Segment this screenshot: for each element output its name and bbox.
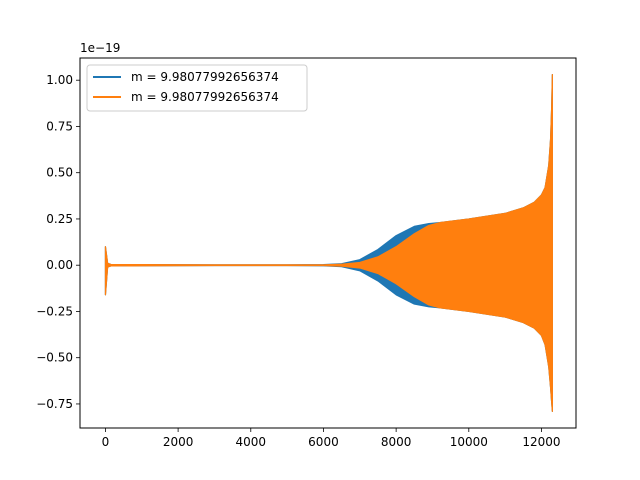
series-layer bbox=[104, 74, 553, 412]
legend-label-1: m = 9.98077992656374 bbox=[131, 70, 279, 84]
legend: m = 9.98077992656374 m = 9.98077992656374 bbox=[86, 64, 308, 112]
x-tick-label: 4000 bbox=[236, 435, 267, 449]
x-tick-label: 10000 bbox=[450, 435, 488, 449]
x-tick-label: 0 bbox=[102, 435, 110, 449]
y-tick-label: 0.75 bbox=[46, 119, 73, 133]
legend-label-2: m = 9.98077992656374 bbox=[131, 90, 279, 104]
y-tick-label: −0.75 bbox=[36, 397, 73, 411]
x-tick-label: 6000 bbox=[308, 435, 339, 449]
y-tick-label: −0.25 bbox=[36, 304, 73, 318]
y-tick-label: 0.25 bbox=[46, 212, 73, 226]
y-offset-label: 1e−19 bbox=[80, 41, 120, 55]
y-axis: −0.75 −0.50 −0.25 0.00 0.25 0.50 0.75 1.00 bbox=[36, 73, 80, 411]
y-tick-label: 0.50 bbox=[46, 166, 73, 180]
y-tick-label: 1.00 bbox=[46, 73, 73, 87]
legend-box bbox=[86, 64, 308, 112]
plot-frame bbox=[79, 57, 577, 429]
series-2-line bbox=[104, 74, 553, 412]
x-tick-label: 12000 bbox=[522, 435, 560, 449]
x-axis: 0 2000 4000 6000 8000 10000 12000 bbox=[102, 428, 561, 449]
y-tick-label: 0.00 bbox=[46, 258, 73, 272]
x-tick-label: 2000 bbox=[163, 435, 194, 449]
y-tick-label: −0.50 bbox=[36, 351, 73, 365]
x-tick-label: 8000 bbox=[381, 435, 412, 449]
